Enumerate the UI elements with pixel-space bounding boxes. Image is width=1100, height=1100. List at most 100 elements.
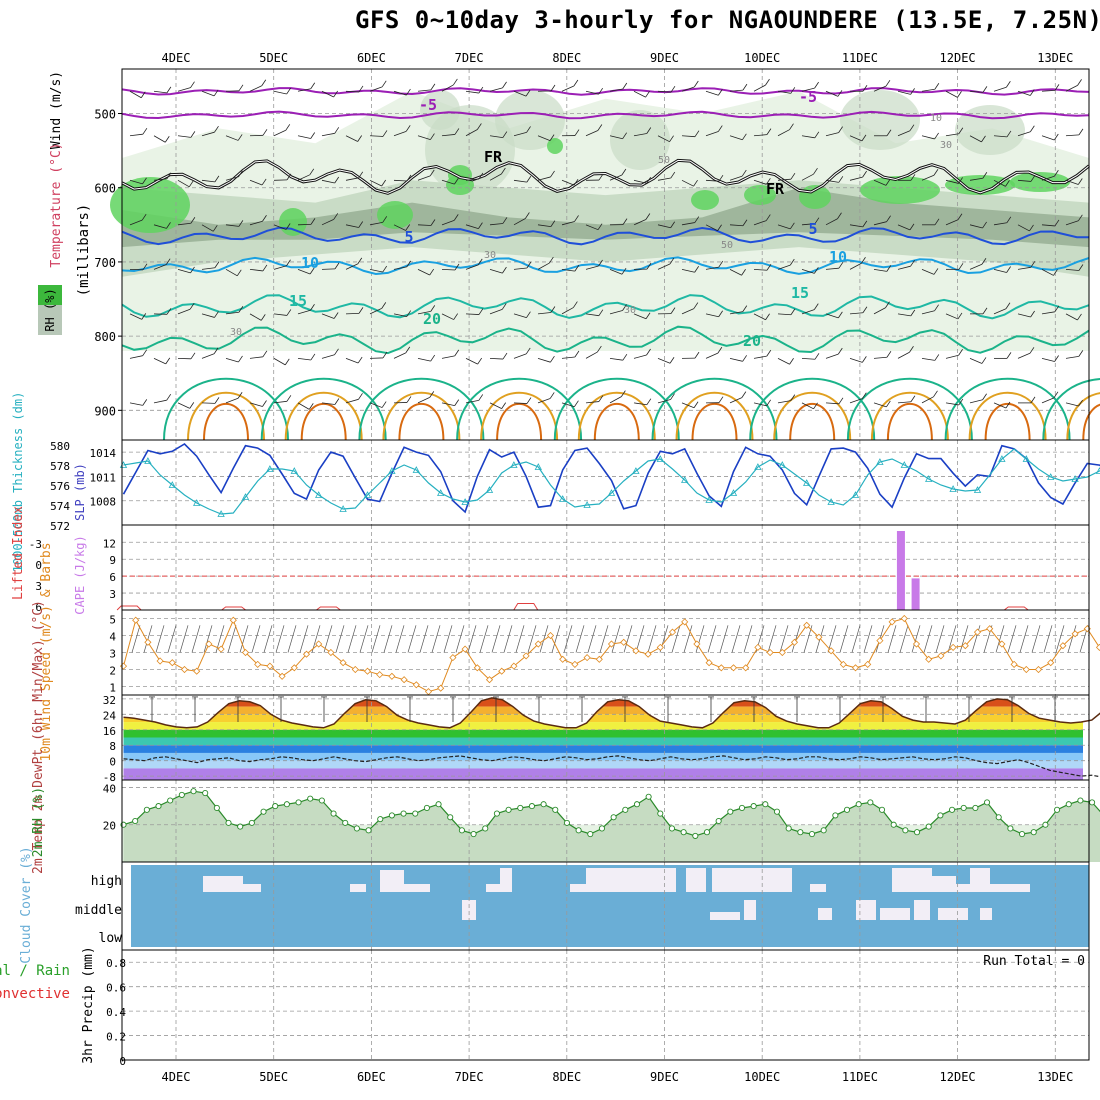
wind-speed-point (620, 638, 628, 646)
wind-barb-flag (406, 174, 412, 182)
rh-2m-point (843, 806, 851, 813)
rh-contour-label: 30 (940, 140, 952, 151)
rh-2m-point (1077, 797, 1084, 804)
temp-color-band (123, 760, 1083, 769)
wind-barb-flag (501, 402, 507, 409)
diurnal-temp-contour (398, 402, 445, 441)
wind-speed-point (1071, 630, 1079, 638)
wind-barb (705, 313, 719, 318)
wind-barb-flag (1077, 79, 1082, 86)
wind-barb (225, 397, 239, 404)
wind-barb (153, 90, 167, 94)
wind-barb (321, 179, 335, 184)
date-tick-label: 12DEC (940, 51, 976, 65)
lifted-index-mark (316, 606, 341, 611)
wind-barb (273, 400, 287, 404)
wind-speed-point (839, 660, 847, 668)
diurnal-temp-contour (886, 402, 933, 441)
wind-barb (489, 135, 503, 138)
wind-speed-point (437, 684, 445, 692)
wind-barb (321, 218, 334, 226)
surface-wind-barb (179, 625, 189, 653)
thickness-point (1047, 473, 1055, 480)
wind-barb (873, 402, 887, 408)
precip-panel: 0.8 0.6 0.4 0.2 0 Run Total = 0 Total / Rain Co… (0, 950, 1089, 1068)
cloud-gap (932, 876, 956, 892)
wind-barb-flag (1077, 313, 1082, 321)
wind-barb (393, 352, 406, 359)
wind-barb (825, 402, 839, 405)
wind-barb (585, 265, 599, 270)
wind-barb (465, 313, 480, 315)
temp-contour-label: 5 (808, 220, 817, 238)
temp-tick-label: -8 (103, 771, 116, 784)
wind-barb-flag (1078, 399, 1083, 407)
wind-barb-flag (357, 257, 363, 265)
wind-barb (321, 313, 335, 319)
wind-barb-flag (190, 81, 195, 88)
wind-barb-flag (861, 257, 866, 264)
wind-barb (129, 219, 143, 226)
wind-barb (753, 268, 767, 271)
wind-barb (513, 90, 527, 97)
thickness-point (607, 489, 616, 496)
wind-barb (993, 402, 1007, 409)
diurnal-temp-contour (496, 402, 543, 441)
wind-barb (369, 179, 382, 187)
wind-barb (801, 357, 815, 360)
wind-barb-flag (621, 168, 627, 176)
surface-wind-barb (299, 625, 309, 653)
rh-2m-point (773, 808, 781, 815)
rh-2m-point (353, 825, 360, 832)
cloud-gap (970, 868, 990, 892)
temp-contour-label: 15 (289, 292, 307, 310)
rh-2m-point (1054, 806, 1061, 813)
wind-barb-flag (526, 311, 531, 318)
date-tick-label: 12DEC (940, 1070, 976, 1084)
wind-barb-flag (550, 84, 556, 92)
wind-barb-flag (934, 304, 939, 311)
wind-barb (393, 224, 406, 231)
wind-barb (633, 354, 647, 359)
wind-barb (441, 355, 455, 359)
wind-barb (537, 398, 551, 404)
rh-2m-point (482, 825, 489, 832)
wind-barb-flag (693, 302, 699, 309)
wind-barb (513, 353, 527, 359)
wind-barb-flag (574, 215, 579, 222)
rh-2m-area (123, 791, 1100, 862)
rh-2m-point (563, 819, 570, 826)
wind-tick-label: 2 (109, 665, 116, 678)
wind-barb-flag (406, 396, 412, 403)
wind-barb-flag (717, 224, 722, 231)
surface-wind-barb (599, 625, 609, 653)
wind-barb-flag (813, 167, 818, 175)
thickness-point (559, 495, 567, 502)
wind-speed-point (266, 662, 274, 670)
wind-barb-flag (261, 79, 267, 86)
precip-frame (121, 949, 1090, 1061)
wind-speed-point (376, 671, 384, 679)
wind-barb-flag (1054, 84, 1060, 91)
wind-speed-point (754, 643, 762, 651)
diurnal-temp-contour (846, 377, 973, 441)
wind-barb-flag (382, 265, 388, 273)
wind-barb-flag (286, 259, 291, 266)
wind-barb-flag (670, 171, 676, 179)
wind-barb (465, 90, 479, 94)
rh-2m-point (668, 825, 676, 832)
temp-contour-freezing-inner (121, 159, 1090, 194)
wind-barb-flag (1029, 347, 1035, 354)
wind-barb (441, 268, 456, 271)
thickness-point (290, 467, 298, 474)
date-tick-label: 6DEC (357, 51, 386, 65)
wind-barb (657, 399, 671, 404)
wind-barb-flag (669, 257, 675, 265)
wind-barb-flag (621, 390, 626, 397)
wind-barb (873, 179, 887, 186)
wind-barb (417, 175, 431, 181)
wind-barb (273, 129, 286, 137)
wind-barb-flag (190, 352, 196, 360)
cloud-gap (486, 884, 500, 892)
wind-barb (585, 224, 599, 231)
